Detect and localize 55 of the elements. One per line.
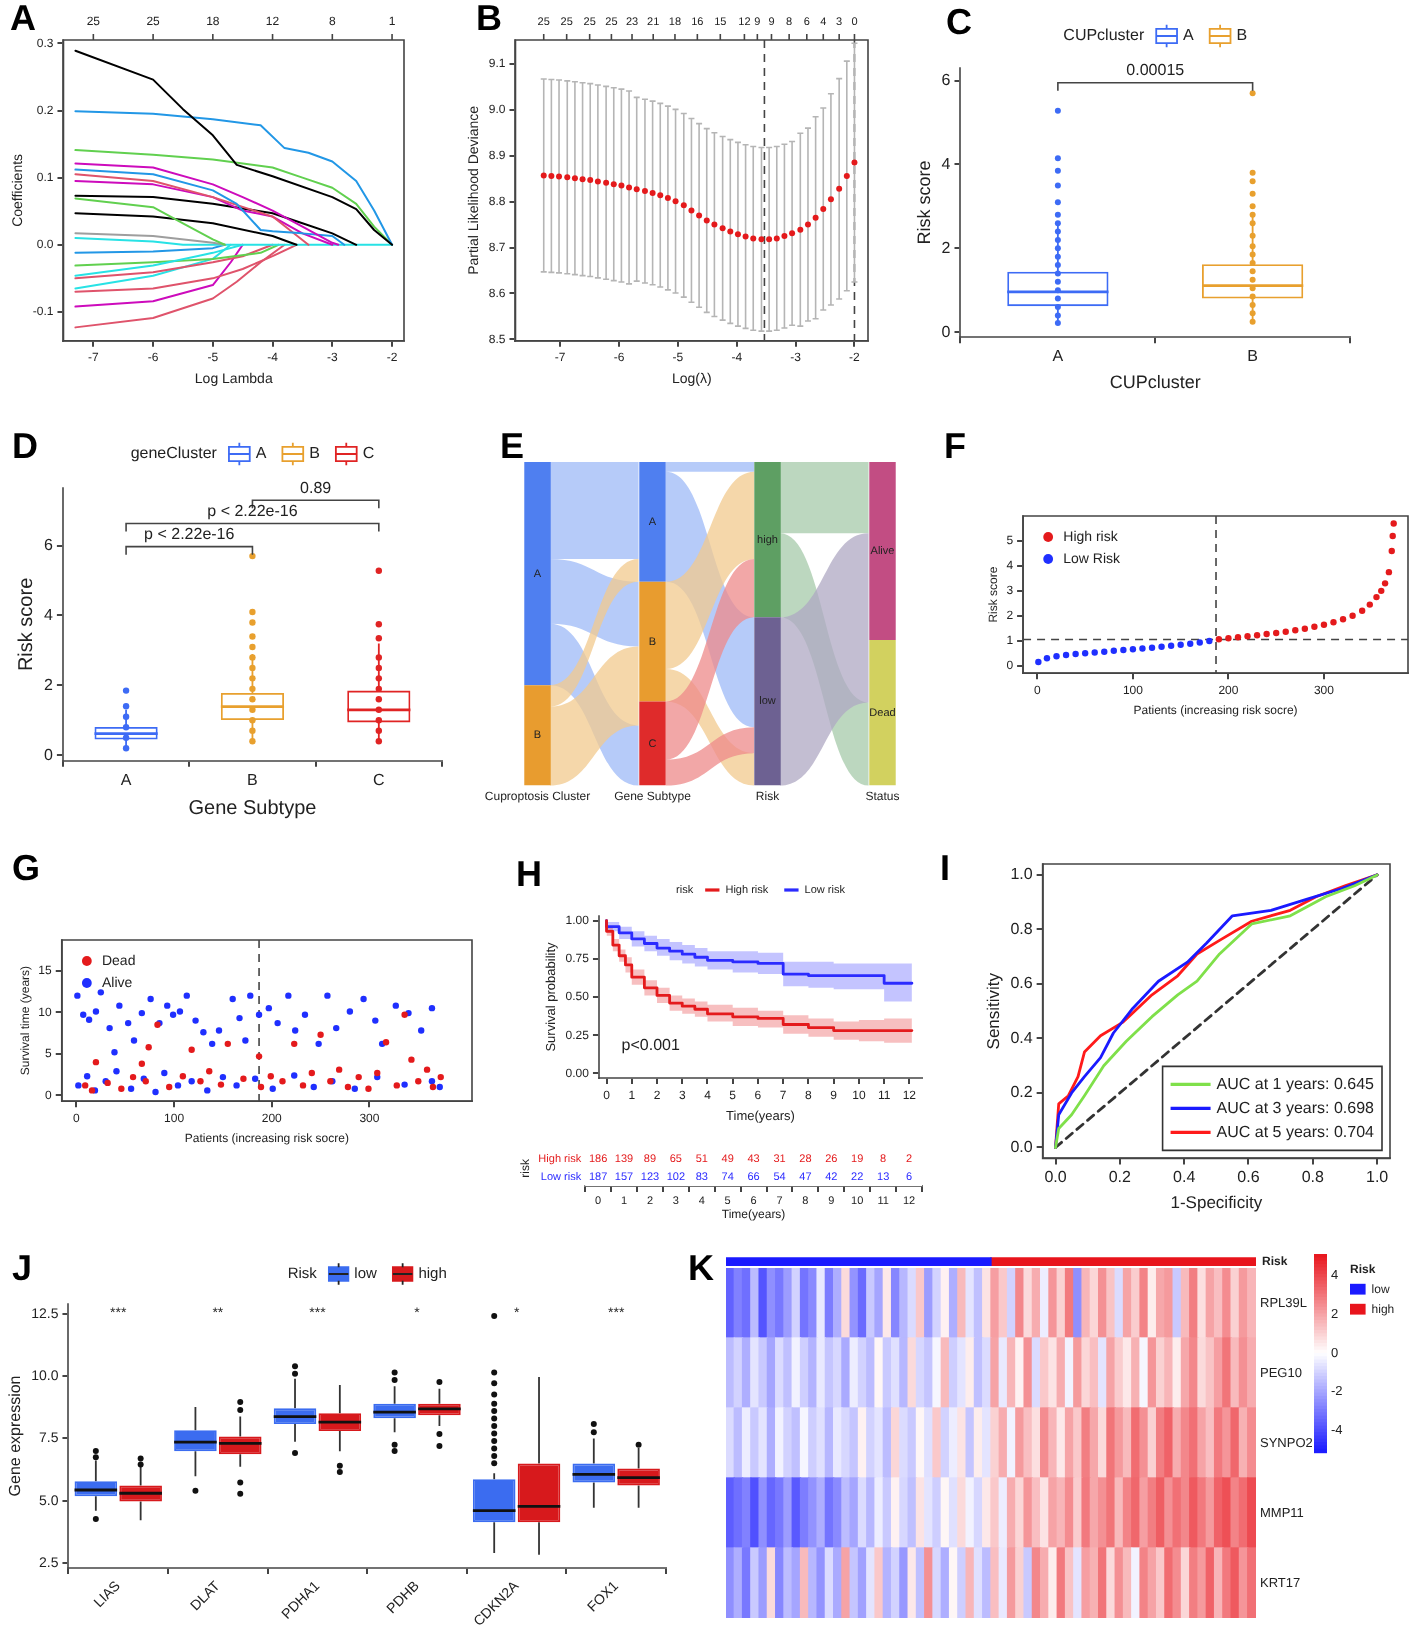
chart-title: A — [10, 0, 36, 38]
x-tick-label: 0.4 — [1173, 1168, 1197, 1187]
annotation: 0.00015 — [1126, 61, 1186, 80]
chart-title: B — [476, 0, 502, 38]
x-tick-label: B — [247, 770, 258, 789]
y-tick-label: 0 — [941, 322, 952, 341]
text: K — [688, 1248, 714, 1288]
x-tick-label: 0.2 — [1108, 1168, 1133, 1187]
y-axis-title: Sensitivity — [982, 971, 1003, 1050]
y-tick-label: 0.8 — [1010, 919, 1034, 938]
x-tick-label: C — [373, 770, 386, 789]
chart-title: F — [944, 426, 966, 466]
y-axis-title: Risk score — [15, 576, 38, 672]
x-tick-label: 0.0 — [1044, 1168, 1068, 1187]
y-tick-label: 0.0 — [1010, 1137, 1034, 1156]
chart-title: C — [946, 2, 972, 42]
y-axis-title: Gene expression — [6, 1375, 25, 1497]
x-tick-label: A — [120, 770, 133, 789]
legend-label: B — [309, 444, 320, 463]
x-axis-title: CUPcluster — [1063, 26, 1145, 45]
chart-title: I — [940, 848, 951, 888]
y-tick-label: 4 — [43, 605, 54, 624]
chart-title: E — [500, 426, 525, 466]
legend-label: A — [1183, 26, 1196, 45]
legend-title: CUPcluster — [1109, 372, 1201, 393]
y-tick-label: 0.6 — [1010, 974, 1034, 993]
x-tick-label: B — [1247, 347, 1258, 366]
annotation: p<0.001 — [621, 1036, 681, 1055]
legend-title: geneCluster — [130, 444, 218, 463]
chart-title: J — [12, 1248, 33, 1288]
chart-title: D — [12, 426, 38, 466]
legend-label: AUC at 3 years: 0.698 — [1216, 1098, 1376, 1117]
legend-label: B — [1236, 26, 1248, 45]
y-tick-label: 2 — [941, 238, 952, 257]
x-tick-label: 1.0 — [1366, 1168, 1390, 1187]
annotation: p < 2.22e-16 — [207, 501, 299, 520]
y-tick-label: 0.4 — [1010, 1028, 1034, 1047]
annotation: p < 2.22e-16 — [144, 525, 236, 544]
y-axis-title: Risk score — [913, 160, 934, 245]
annotation: 0.89 — [300, 478, 333, 497]
y-tick-label: 6 — [43, 536, 54, 555]
legend-label: AUC at 1 years: 0.645 — [1216, 1074, 1376, 1093]
x-tick-label: A — [1052, 347, 1065, 366]
chart-title: H — [516, 854, 542, 894]
x-tick-label: 0.8 — [1301, 1168, 1326, 1187]
y-tick-label: 4 — [941, 154, 952, 173]
legend-label: A — [255, 444, 268, 463]
y-tick-label: 6 — [941, 70, 952, 89]
x-axis-title: 1-Specificity — [1170, 1192, 1264, 1213]
chart-title: G — [12, 848, 41, 888]
legend-label: C — [362, 444, 375, 463]
y-tick-label: 1.0 — [1010, 865, 1034, 884]
legend-label: AUC at 5 years: 0.704 — [1216, 1122, 1376, 1141]
y-tick-label: 0 — [43, 745, 54, 764]
x-tick-label: 0.6 — [1237, 1168, 1261, 1187]
